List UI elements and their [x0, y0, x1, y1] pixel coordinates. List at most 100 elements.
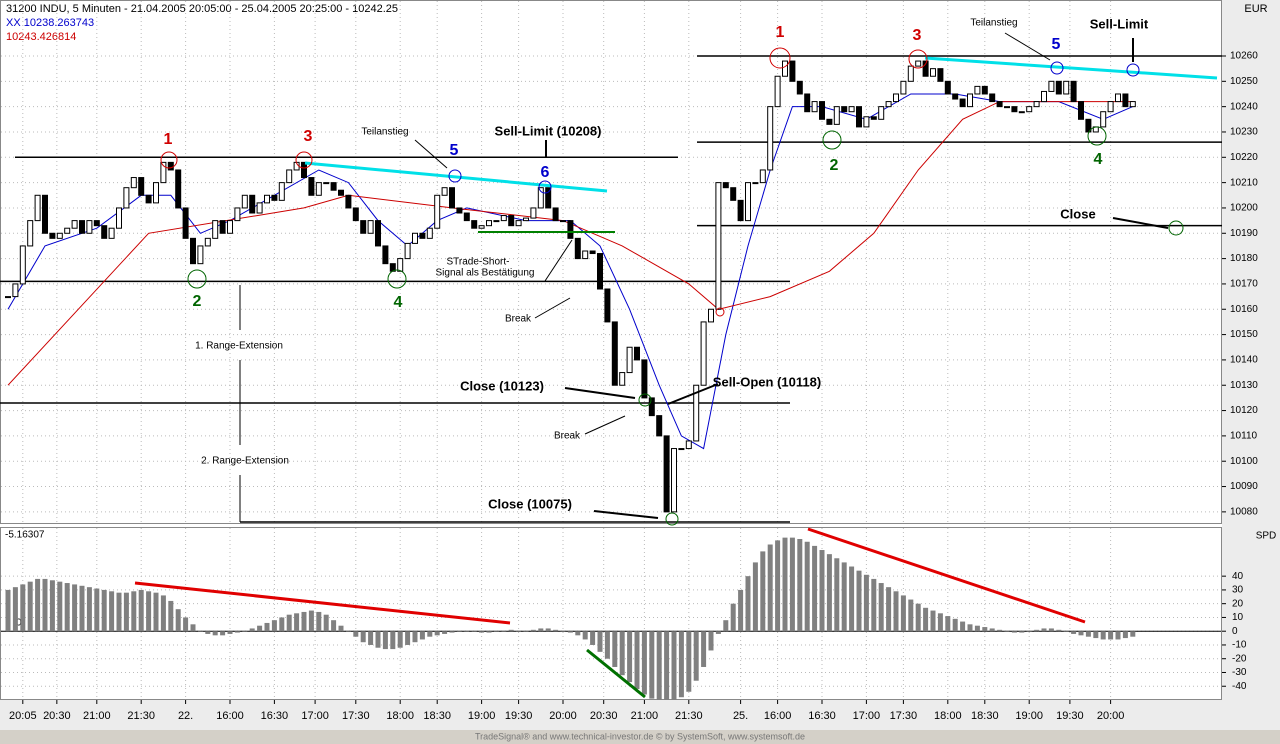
annotation: 2. Range-Extension [201, 456, 289, 467]
bar [242, 631, 248, 632]
bar [294, 613, 300, 632]
bar [1115, 631, 1121, 640]
pointer [414, 139, 448, 169]
bar [101, 589, 107, 632]
bar [390, 631, 396, 650]
candle [848, 106, 855, 113]
bar [523, 631, 529, 632]
bar [249, 628, 255, 632]
candle [833, 106, 840, 125]
candle [811, 101, 818, 113]
bar [952, 618, 958, 632]
bar [323, 614, 329, 632]
y-tick-label: 10100 [1230, 456, 1258, 467]
y-tick-label: 10160 [1230, 304, 1258, 315]
candle [234, 207, 241, 222]
bar [286, 614, 292, 632]
bar [1108, 631, 1114, 640]
bar [752, 562, 758, 632]
candle [123, 187, 130, 209]
y-tick-label: 10170 [1230, 279, 1258, 290]
bar [427, 631, 433, 637]
marker [295, 151, 313, 169]
x-tick-label: 21:30 [127, 710, 155, 722]
candle [878, 106, 885, 120]
candle [1026, 106, 1033, 113]
candle [367, 220, 374, 234]
bar [908, 599, 914, 632]
trendline [304, 161, 608, 193]
bar [183, 617, 189, 632]
candle [64, 227, 71, 234]
bar [493, 631, 499, 632]
candle [79, 220, 85, 234]
bar [442, 631, 448, 634]
header-ma-slow: 10243.426814 [6, 31, 76, 43]
candle [722, 182, 729, 189]
marker [1126, 63, 1140, 77]
y-tick-label: 10130 [1230, 380, 1258, 391]
bar [175, 609, 181, 632]
candle [175, 169, 182, 209]
bar [220, 631, 226, 636]
candle [486, 220, 492, 227]
bar [701, 631, 707, 667]
bar [641, 631, 647, 695]
x-tick-label: 17:30 [342, 710, 370, 722]
candle [989, 93, 996, 103]
bar [856, 570, 862, 632]
candle [819, 101, 825, 120]
x-tick-label: 17:00 [301, 710, 329, 722]
bar [664, 631, 670, 700]
x-tick-label: 18:30 [423, 710, 451, 722]
bar [582, 631, 588, 640]
bar [412, 631, 418, 643]
marker [638, 393, 652, 407]
annotation-texts: 1 3 5 6 2 4 Teilanstieg Sell-Limit (1020… [164, 16, 1149, 511]
candle [86, 220, 93, 234]
candle [375, 220, 381, 247]
bar [27, 581, 33, 632]
candle [796, 80, 803, 95]
candle [256, 202, 263, 214]
candle [434, 194, 441, 229]
marker [160, 151, 178, 169]
bar [227, 631, 233, 634]
bar [331, 620, 337, 632]
candle [1063, 80, 1070, 95]
candle [1100, 111, 1107, 128]
candle [685, 440, 692, 450]
candle [1078, 101, 1084, 120]
candle [419, 232, 426, 239]
bar [604, 631, 610, 659]
candle [752, 182, 759, 185]
candle [500, 215, 507, 222]
pointer [667, 383, 719, 405]
bar [834, 558, 840, 632]
pointer [534, 297, 571, 319]
bar [1004, 631, 1010, 632]
pointer [544, 239, 573, 282]
candle [212, 220, 219, 239]
moving-average [7, 101, 1133, 386]
candle [1011, 106, 1018, 113]
candle [219, 220, 226, 234]
bar [745, 576, 751, 632]
pointer [593, 510, 659, 519]
x-tick-label: 20:05 [9, 710, 37, 722]
x-tick-label: 25. [733, 710, 748, 722]
candle [145, 194, 152, 204]
bar [693, 631, 699, 681]
x-tick-label: 20:00 [1097, 710, 1125, 722]
bar [708, 631, 714, 651]
candle [656, 415, 663, 437]
candle [116, 207, 122, 229]
candle [604, 288, 611, 323]
bar [819, 550, 825, 632]
bar [1100, 631, 1106, 640]
bar [760, 551, 766, 632]
bar [338, 625, 344, 632]
y-tick-label: 10190 [1230, 228, 1258, 239]
candle [567, 220, 574, 239]
